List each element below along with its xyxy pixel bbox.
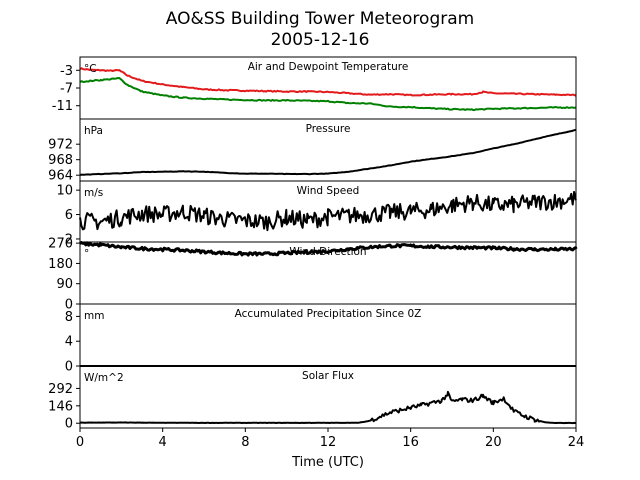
y-tick-label: 0 xyxy=(65,417,73,432)
panel-title: Air and Dewpoint Temperature xyxy=(248,61,409,73)
x-tick-label: 24 xyxy=(568,435,585,450)
panel-unit: ° xyxy=(84,248,89,260)
series-line xyxy=(79,241,578,257)
y-tick-label: 968 xyxy=(48,153,73,168)
y-tick-label: 2 xyxy=(65,232,73,247)
y-tick-label: 972 xyxy=(48,138,73,153)
y-tick-label: 292 xyxy=(48,382,73,397)
panel-title: Pressure xyxy=(306,123,351,135)
y-tick-label: -3 xyxy=(60,64,73,79)
panel-unit: °C xyxy=(84,63,97,75)
panel-title: Wind Direction xyxy=(289,246,366,258)
x-tick-label: 12 xyxy=(320,435,337,450)
panel-unit: m/s xyxy=(84,187,103,199)
series-line xyxy=(79,77,577,112)
series-line xyxy=(79,128,577,176)
y-tick-label: -11 xyxy=(52,99,73,114)
x-tick-label: 20 xyxy=(485,435,502,450)
y-tick-label: 8 xyxy=(65,310,73,325)
series-line xyxy=(79,67,577,97)
series-line xyxy=(79,190,577,232)
y-tick-label: 180 xyxy=(48,257,73,272)
y-tick-label: 4 xyxy=(65,335,73,350)
chart-title: AO&SS Building Tower Meteorogram xyxy=(166,9,474,29)
panel-unit: hPa xyxy=(84,125,103,137)
y-tick-label: 90 xyxy=(56,277,73,292)
chart-subtitle: 2005-12-16 xyxy=(271,30,370,50)
panel-title: Solar Flux xyxy=(302,370,354,382)
x-tick-label: 4 xyxy=(159,435,167,450)
y-tick-label: 270 xyxy=(48,237,73,252)
x-tick-label: 0 xyxy=(76,435,84,450)
y-tick-label: 146 xyxy=(48,399,73,414)
panel-unit: mm xyxy=(84,310,104,322)
y-tick-label: 964 xyxy=(48,169,73,184)
y-tick-label: 0 xyxy=(65,360,73,375)
panels-group: -3 -7 -11 Air and Dewpoint Temperature °C 964… xyxy=(48,56,585,450)
y-tick-label: -7 xyxy=(60,82,73,97)
x-tick-label: 16 xyxy=(402,435,419,450)
x-tick-label: 8 xyxy=(241,435,249,450)
y-tick-label: 0 xyxy=(65,298,73,313)
panel-unit: W/m^2 xyxy=(84,372,124,384)
x-axis-label: Time (UTC) xyxy=(291,455,364,470)
y-tick-label: 6 xyxy=(65,208,73,223)
series-line xyxy=(79,390,577,425)
panel-title: Wind Speed xyxy=(297,185,360,197)
panel-title: Accumulated Precipitation Since 0Z xyxy=(235,308,422,320)
y-tick-label: 10 xyxy=(56,184,73,199)
